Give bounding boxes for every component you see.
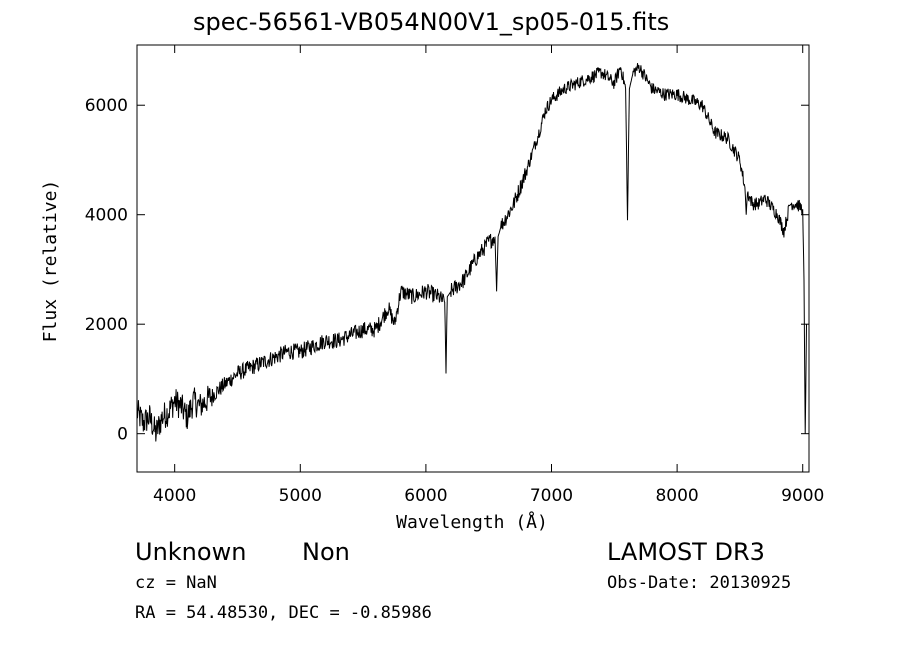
x-tick-label: 7000 bbox=[530, 486, 573, 506]
survey-name: LAMOST DR3 bbox=[607, 538, 765, 566]
coordinates: RA = 54.48530, DEC = -0.85986 bbox=[135, 603, 432, 623]
spectral-class: Unknown bbox=[135, 538, 247, 566]
plot-frame bbox=[136, 44, 810, 473]
x-tick-label: 6000 bbox=[404, 486, 447, 506]
x-tick-label: 9000 bbox=[781, 486, 824, 506]
observation-date: Obs-Date: 20130925 bbox=[607, 573, 792, 593]
chart-title: spec-56561-VB054N00V1_sp05-015.fits bbox=[193, 8, 670, 36]
y-axis-label: Flux (relative) bbox=[40, 180, 61, 343]
x-tick-label: 5000 bbox=[279, 486, 322, 506]
x-axis-label: Wavelength (Å) bbox=[396, 511, 548, 533]
y-tick-label: 2000 bbox=[85, 315, 128, 335]
y-axis-ticks: 0 2000 4000 6000 bbox=[85, 96, 809, 445]
x-tick-label: 4000 bbox=[153, 486, 196, 506]
y-tick-label: 6000 bbox=[85, 96, 128, 116]
spectral-subclass: Non bbox=[302, 538, 350, 566]
y-tick-label: 4000 bbox=[85, 206, 128, 226]
y-tick-label: 0 bbox=[117, 425, 128, 445]
x-axis-ticks: 4000 5000 6000 7000 8000 9000 bbox=[153, 45, 824, 506]
flux-series-line bbox=[136, 63, 807, 442]
x-tick-label: 8000 bbox=[655, 486, 698, 506]
redshift-value: cz = NaN bbox=[135, 573, 217, 593]
